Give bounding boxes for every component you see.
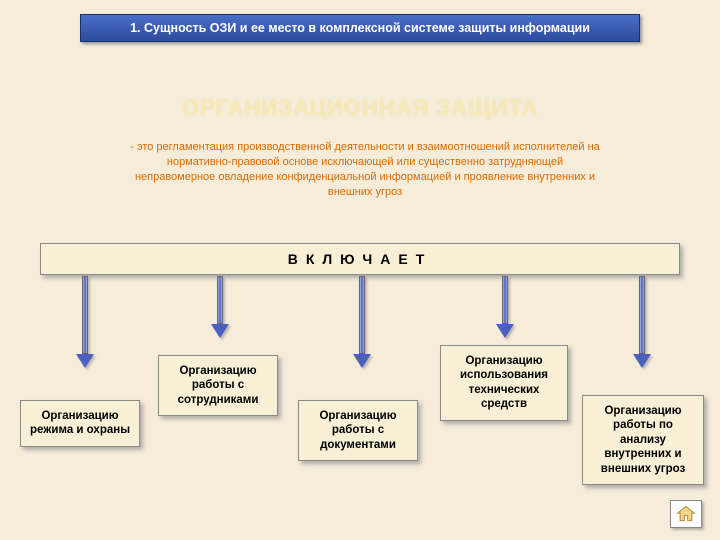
leaf-box-analysis: Организацию работы по анализу внутренних… — [582, 395, 704, 485]
definition-text: - это регламентация производственной дея… — [130, 140, 600, 199]
arrow-1 — [80, 276, 90, 366]
title-bar: 1. Сущность ОЗИ и ее место в комплексной… — [80, 14, 640, 42]
home-button[interactable] — [670, 500, 702, 528]
arrow-5 — [637, 276, 647, 366]
leaf-box-tech: Организацию использования технических ср… — [440, 345, 568, 421]
main-heading: ОРГАНИЗАЦИОННАЯ ЗАЩИТА — [160, 95, 560, 121]
leaf-box-staff: Организацию работы с сотрудниками — [158, 355, 278, 416]
leaf-box-regime: Организацию режима и охраны — [20, 400, 140, 447]
includes-bar: ВКЛЮЧАЕТ — [40, 243, 680, 275]
arrow-2 — [215, 276, 225, 366]
leaf-box-documents: Организацию работы с документами — [298, 400, 418, 461]
home-icon — [676, 505, 696, 523]
arrow-3 — [357, 276, 367, 366]
